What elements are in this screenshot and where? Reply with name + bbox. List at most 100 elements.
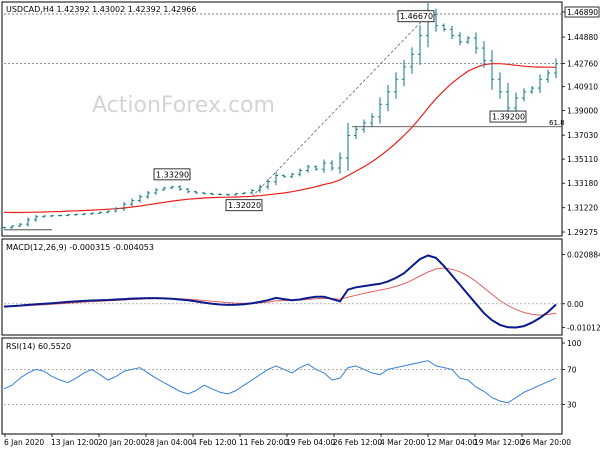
x-axis: 6 Jan 2020 13 Jan 12:00 20 Jan 20:00 28 Jan… bbox=[4, 434, 571, 447]
rsi-layer bbox=[3, 360, 562, 405]
price-y-label: 1.40910 bbox=[567, 83, 598, 92]
price-bar bbox=[114, 207, 118, 213]
price-bar bbox=[322, 159, 326, 173]
price-bar bbox=[42, 215, 46, 218]
price-bar bbox=[218, 193, 222, 196]
price-bar bbox=[202, 192, 206, 195]
price-callout-label: 1.46670 bbox=[400, 12, 433, 21]
price-bar bbox=[314, 165, 318, 171]
rsi-panel-frame bbox=[1, 337, 563, 435]
price-bar bbox=[298, 168, 302, 177]
price-bar bbox=[18, 223, 22, 228]
price-y-label: 1.42760 bbox=[567, 60, 598, 69]
price-bar bbox=[194, 190, 198, 194]
macd-layer bbox=[3, 254, 562, 329]
price-bar bbox=[66, 213, 70, 217]
price-bar bbox=[138, 194, 142, 203]
price-bar bbox=[154, 188, 158, 195]
rsi-y-label: 70 bbox=[567, 365, 577, 374]
price-bar bbox=[386, 84, 390, 112]
price-bar bbox=[458, 32, 462, 46]
price-bar bbox=[58, 214, 62, 217]
price-y-axis: 1.46890 1.44880 1.42760 1.40910 1.39000 1.370… bbox=[562, 6, 600, 237]
price-bar bbox=[306, 164, 310, 173]
moving-average-layer bbox=[3, 63, 557, 214]
price-bar bbox=[354, 125, 358, 140]
price-callout-box bbox=[489, 110, 527, 123]
price-bar bbox=[146, 190, 150, 199]
x-tick-label: 13 Jan 12:00 bbox=[51, 438, 99, 447]
price-y-label-box bbox=[564, 6, 600, 18]
price-y-label: 1.29275 bbox=[567, 228, 598, 237]
price-bar bbox=[210, 192, 214, 196]
fib-label: 61.8 bbox=[549, 119, 565, 127]
price-bar bbox=[258, 184, 262, 193]
price-y-label: 1.37030 bbox=[567, 131, 598, 140]
moving-average-line bbox=[3, 63, 557, 214]
price-bar bbox=[122, 201, 126, 212]
price-bar bbox=[554, 58, 558, 79]
x-tick-label: 26 Mar 20:00 bbox=[521, 438, 571, 447]
price-y-label: 1.35110 bbox=[567, 155, 598, 164]
price-y-label: 1.31220 bbox=[567, 204, 598, 213]
x-tick-label: 4 Mar 20:00 bbox=[380, 438, 426, 447]
x-tick-label: 6 Jan 2020 bbox=[4, 438, 44, 447]
trend-line bbox=[251, 14, 429, 197]
price-bar bbox=[370, 113, 374, 127]
price-bar bbox=[394, 72, 398, 99]
price-bar bbox=[482, 41, 486, 68]
price-bar bbox=[466, 36, 470, 44]
rsi-line bbox=[3, 360, 557, 404]
price-bar bbox=[130, 198, 134, 207]
price-bar bbox=[498, 72, 502, 99]
macd-y-label: 0.00 bbox=[567, 300, 584, 309]
price-bar bbox=[546, 69, 550, 83]
price-bar bbox=[290, 172, 294, 179]
macd-panel-frame bbox=[1, 238, 563, 336]
price-panel-title: USDCAD,H4 1.42392 1.43002 1.42392 1.4296… bbox=[6, 5, 196, 14]
price-bar bbox=[106, 210, 110, 214]
price-bar bbox=[402, 59, 406, 87]
x-tick-label: 12 Mar 04:00 bbox=[427, 438, 477, 447]
price-y-label: 1.39000 bbox=[567, 107, 598, 116]
x-tick-label: 11 Feb 20:00 bbox=[239, 438, 288, 447]
price-bar bbox=[530, 85, 534, 94]
price-bar bbox=[234, 192, 238, 196]
price-bar bbox=[2, 226, 6, 229]
price-bar bbox=[250, 189, 254, 195]
x-tick-label: 26 Feb 12:00 bbox=[333, 438, 382, 447]
rsi-panel-title: RSI(14) 60.5520 bbox=[6, 342, 71, 351]
price-bar bbox=[10, 225, 14, 229]
macd-y-label: 0.020884 bbox=[567, 251, 600, 260]
price-bar bbox=[338, 152, 342, 174]
price-panel-frame bbox=[1, 1, 563, 237]
price-y-label: 1.44880 bbox=[567, 33, 598, 42]
rsi-y-label: 30 bbox=[567, 401, 577, 410]
x-tick-label: 28 Jan 04:00 bbox=[145, 438, 193, 447]
price-bar bbox=[34, 214, 38, 222]
price-bar bbox=[90, 212, 94, 215]
price-y-label: 1.33180 bbox=[567, 179, 598, 188]
x-tick-label: 4 Feb 12:00 bbox=[192, 438, 237, 447]
price-bar bbox=[162, 186, 166, 191]
price-levels bbox=[4, 13, 562, 231]
price-bar bbox=[186, 187, 190, 194]
price-callout-box bbox=[225, 199, 263, 212]
price-bar bbox=[450, 25, 454, 40]
price-bar bbox=[490, 50, 494, 90]
price-bar bbox=[418, 25, 422, 65]
price-bar bbox=[522, 88, 526, 102]
price-bar bbox=[474, 32, 478, 54]
price-bar bbox=[410, 47, 414, 74]
price-bar bbox=[330, 160, 334, 171]
price-bar bbox=[50, 214, 54, 217]
macd-panel-title: MACD(12,26,9) -0.000315 -0.004053 bbox=[6, 243, 154, 252]
price-bar bbox=[170, 185, 174, 189]
price-annotations: 1.46670 1.33290 1.32020 1.39200 61.8 bbox=[153, 10, 565, 212]
price-bar bbox=[282, 174, 286, 178]
price-bar bbox=[82, 213, 86, 216]
